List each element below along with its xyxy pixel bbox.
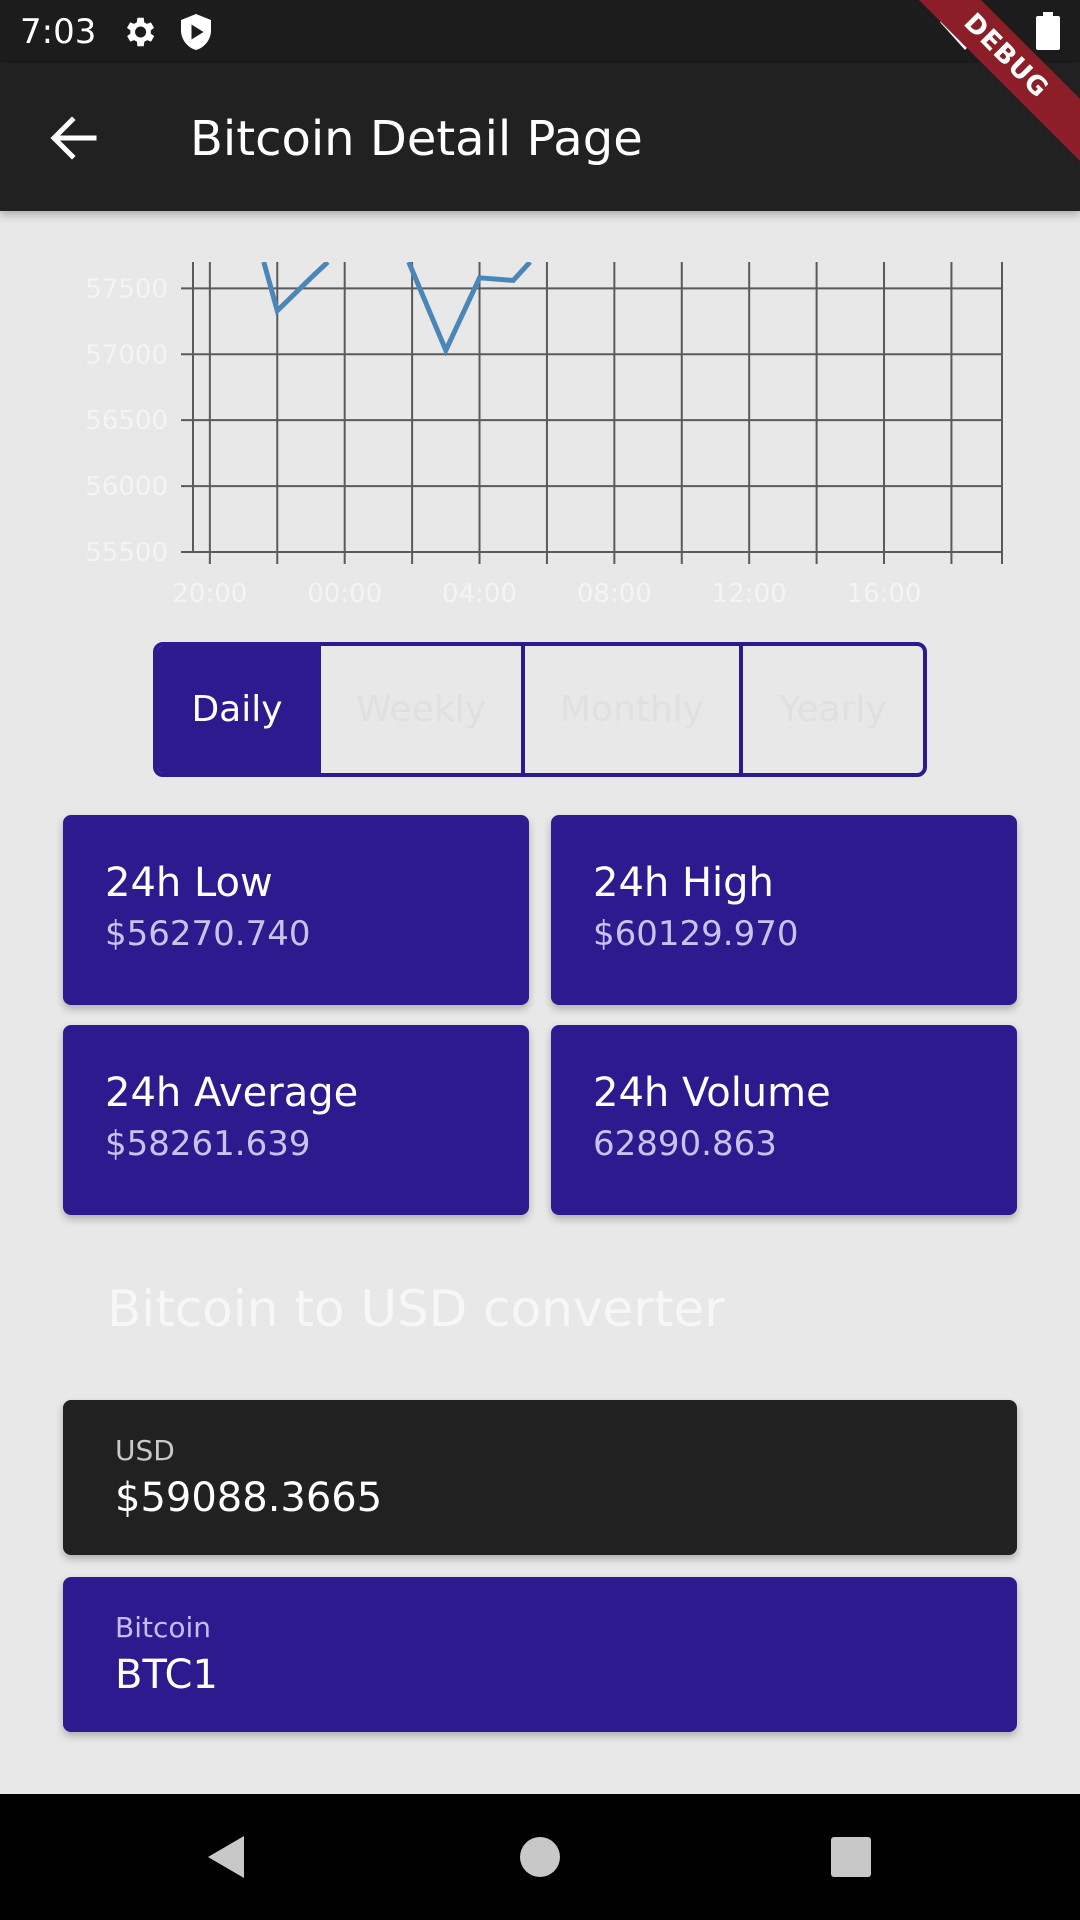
x-tick-label: 16:00 xyxy=(847,579,922,609)
y-tick-label: 57500 xyxy=(85,274,168,304)
stat-label: 24h High xyxy=(593,860,774,906)
usd-field[interactable]: USD $59088.3665 xyxy=(63,1400,1017,1555)
stat-value: $60129.970 xyxy=(593,914,799,954)
bitcoin-field-label: Bitcoin xyxy=(115,1611,212,1644)
stat-label: 24h Volume xyxy=(593,1070,831,1116)
x-tick-label: 04:00 xyxy=(442,579,517,609)
battery-icon xyxy=(1036,12,1060,50)
tab-weekly[interactable]: Weekly xyxy=(321,646,525,773)
nav-recents-button[interactable] xyxy=(816,1822,886,1892)
nav-back-button[interactable] xyxy=(190,1822,260,1892)
stat-value: 62890.863 xyxy=(593,1124,777,1164)
stat-label: 24h Low xyxy=(105,860,273,906)
status-time: 7:03 xyxy=(20,12,97,52)
app-bar: Bitcoin Detail Page xyxy=(0,63,1080,211)
recents-square-icon xyxy=(831,1837,871,1877)
tab-yearly[interactable]: Yearly xyxy=(779,689,887,730)
stat-value: $58261.639 xyxy=(105,1124,311,1164)
usd-field-label: USD xyxy=(115,1434,175,1467)
stat-card-low: 24h Low $56270.740 xyxy=(63,815,529,1005)
stat-card-average: 24h Average $58261.639 xyxy=(63,1025,529,1215)
tab-daily[interactable]: Daily xyxy=(157,646,321,773)
converter-title: Bitcoin to USD converter xyxy=(107,1280,725,1338)
bitcoin-field-value[interactable]: BTC1 xyxy=(115,1652,218,1698)
tab-monthly[interactable]: Monthly xyxy=(525,646,743,773)
shield-icon xyxy=(181,14,211,50)
stat-label: 24h Average xyxy=(105,1070,359,1116)
nav-home-button[interactable] xyxy=(505,1822,575,1892)
arrow-left-icon xyxy=(50,116,97,160)
y-tick-label: 57000 xyxy=(85,340,168,370)
back-triangle-icon xyxy=(208,1836,244,1878)
status-bar: 7:03 xyxy=(0,0,1080,63)
series-line xyxy=(261,262,330,316)
bitcoin-field[interactable]: Bitcoin BTC1 xyxy=(63,1577,1017,1732)
page-title: Bitcoin Detail Page xyxy=(190,111,643,167)
y-tick-label: 56000 xyxy=(85,472,168,502)
y-tick-label: 55500 xyxy=(85,538,168,568)
x-tick-label: 00:00 xyxy=(307,579,382,609)
x-tick-label: 12:00 xyxy=(712,579,787,609)
series-line xyxy=(406,262,532,357)
usd-field-value[interactable]: $59088.3665 xyxy=(115,1475,383,1521)
navigation-bar xyxy=(0,1794,1080,1920)
stat-card-high: 24h High $60129.970 xyxy=(551,815,1017,1005)
home-circle-icon xyxy=(520,1837,560,1877)
y-tick-label: 56500 xyxy=(85,406,168,436)
stat-value: $56270.740 xyxy=(105,914,311,954)
period-tabs: Daily Weekly Monthly Yearly xyxy=(153,642,927,777)
x-tick-label: 08:00 xyxy=(577,579,652,609)
x-tick-label: 20:00 xyxy=(172,579,247,609)
back-button[interactable] xyxy=(34,103,114,173)
stat-card-volume: 24h Volume 62890.863 xyxy=(551,1025,1017,1215)
gear-icon xyxy=(126,17,155,47)
